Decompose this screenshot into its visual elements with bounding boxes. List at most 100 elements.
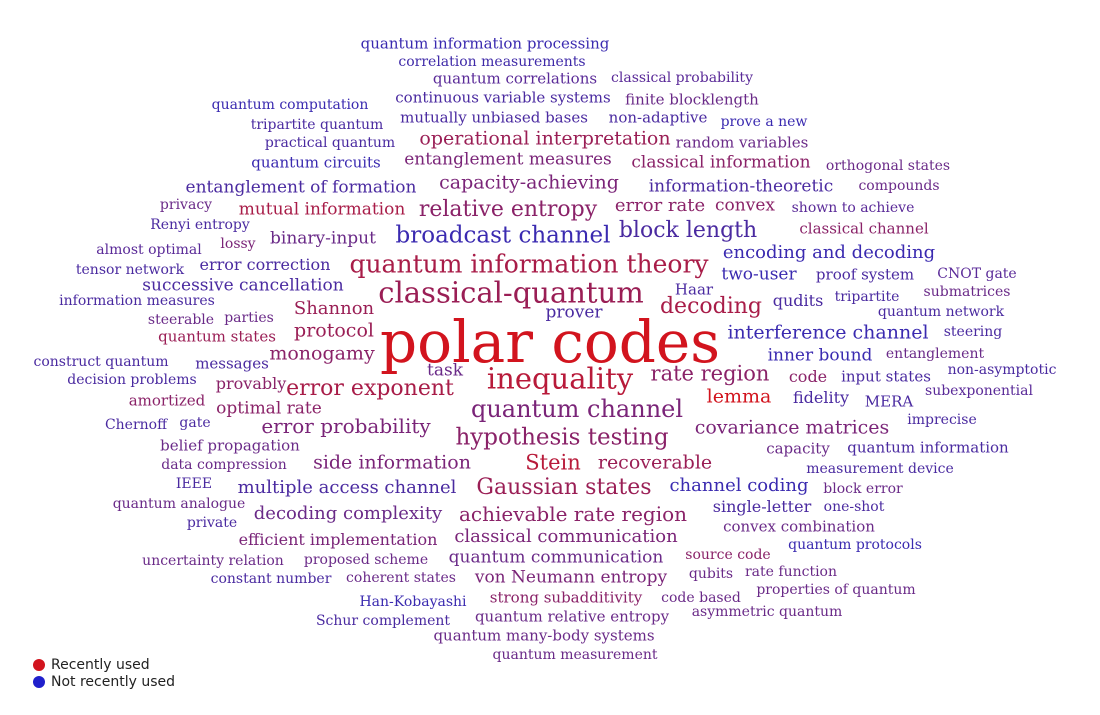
word-properties-of-quantum: properties of quantum xyxy=(756,582,916,598)
word-proof-system: proof system xyxy=(815,265,915,284)
word-inner-bound: inner bound xyxy=(767,345,873,366)
word-chernoff: Chernoff xyxy=(104,417,168,433)
legend-item-recent: Recently used xyxy=(33,656,175,673)
word-constant-number: constant number xyxy=(210,571,332,587)
word-quantum-channel: quantum channel xyxy=(470,395,684,423)
word-polar-codes: polar codes xyxy=(380,308,720,376)
word-side-information: side information xyxy=(313,451,471,474)
word-amortized: amortized xyxy=(128,391,206,410)
word-recoverable: recoverable xyxy=(597,451,713,474)
word-interference-channel: interference channel xyxy=(727,321,929,344)
word-capacity: capacity xyxy=(766,439,830,458)
legend-label-recent: Recently used xyxy=(51,656,150,673)
word-cnot-gate: CNOT gate xyxy=(937,266,1017,282)
word-random-variables: random variables xyxy=(675,133,809,152)
word-hypothesis-testing: hypothesis testing xyxy=(455,424,669,451)
word-entanglement: entanglement xyxy=(885,346,985,362)
word-parties: parties xyxy=(224,310,274,326)
word-provably: provably xyxy=(215,374,287,393)
word-schur-complement: Schur complement xyxy=(315,613,451,629)
blue-dot-icon xyxy=(33,675,45,688)
word-qudits: qudits xyxy=(772,291,824,310)
word-uncertainty-relation: uncertainty relation xyxy=(142,553,284,569)
word-submatrices: submatrices xyxy=(923,284,1011,300)
word-input-states: input states xyxy=(841,367,931,386)
word-error-rate: error rate xyxy=(614,195,706,216)
word-information-theoretic: information-theoretic xyxy=(648,176,834,197)
word-quantum-many-body-systems: quantum many-body systems xyxy=(433,626,655,645)
word-binary-input: binary-input xyxy=(270,228,376,249)
word-qubits: qubits xyxy=(688,566,734,582)
word-quantum-correlations: quantum correlations xyxy=(432,69,598,88)
word-tensor-network: tensor network xyxy=(75,262,185,278)
word-error-probability: error probability xyxy=(261,414,431,438)
word-lemma: lemma xyxy=(706,385,772,408)
word-two-user: two-user xyxy=(721,264,797,285)
word-classical-quantum: classical-quantum xyxy=(378,275,644,310)
word-decision-problems: decision problems xyxy=(67,372,197,388)
word-private: private xyxy=(186,515,238,531)
word-quantum-analogue: quantum analogue xyxy=(112,496,246,512)
word-block-length: block length xyxy=(618,218,758,243)
word-source-code: source code xyxy=(685,547,771,563)
word-one-shot: one-shot xyxy=(823,499,885,515)
word-quantum-relative-entropy: quantum relative entropy xyxy=(474,607,670,626)
word-steerable: steerable xyxy=(147,312,215,328)
word-code-based: code based xyxy=(661,590,741,606)
red-dot-icon xyxy=(33,658,45,671)
word-construct-quantum: construct quantum xyxy=(33,354,169,370)
word-decoding: decoding xyxy=(659,294,763,319)
word-classical-information: classical information xyxy=(631,152,811,173)
word-quantum-measurement: quantum measurement xyxy=(492,647,658,663)
word-shown-to-achieve: shown to achieve xyxy=(791,200,915,216)
word-rate-region: rate region xyxy=(650,361,770,386)
word-relative-entropy: relative entropy xyxy=(418,197,598,222)
word-inequality: inequality xyxy=(486,361,634,396)
word-error-correction: error correction xyxy=(199,255,331,274)
word-channel-coding: channel coding xyxy=(669,475,809,496)
word-mera: MERA xyxy=(864,392,914,411)
word-quantum-network: quantum network xyxy=(877,304,1005,320)
word-efficient-implementation: efficient implementation xyxy=(238,530,438,549)
word-proposed-scheme: proposed scheme xyxy=(303,552,429,568)
word-achievable-rate-region: achievable rate region xyxy=(458,502,688,526)
word-finite-blocklength: finite blocklength xyxy=(625,90,759,109)
word-tripartite: tripartite xyxy=(834,289,900,305)
word-non-adaptive: non-adaptive xyxy=(608,108,708,127)
word-shannon: Shannon xyxy=(293,298,375,319)
word-lossy: lossy xyxy=(220,236,256,252)
word-quantum-computation: quantum computation xyxy=(211,97,369,113)
word-quantum-information-theory: quantum information theory xyxy=(349,249,709,279)
word-almost-optimal: almost optimal xyxy=(96,242,202,258)
word-information-measures: information measures xyxy=(59,293,215,309)
word-classical-channel: classical channel xyxy=(799,219,929,238)
legend: Recently used Not recently used xyxy=(33,656,175,690)
word-prover: prover xyxy=(545,302,603,323)
word-renyi-entropy: Renyi entropy xyxy=(150,217,250,233)
word-decoding-complexity: decoding complexity xyxy=(253,503,443,524)
word-single-letter: single-letter xyxy=(712,497,812,516)
legend-label-not-recent: Not recently used xyxy=(51,673,176,690)
word-convex: convex xyxy=(715,195,775,216)
word-mutual-information: mutual information xyxy=(238,199,406,220)
word-quantum-information: quantum information xyxy=(847,438,1009,457)
word-von-neumann-entropy: von Neumann entropy xyxy=(474,567,668,588)
word-classical-communication: classical communication xyxy=(454,526,678,547)
word-classical-probability: classical probability xyxy=(611,70,753,86)
word-entanglement-measures: entanglement measures xyxy=(404,149,612,170)
word-quantum-states: quantum states xyxy=(158,327,276,346)
word-strong-subadditivity: strong subadditivity xyxy=(489,588,643,607)
word-capacity-achieving: capacity-achieving xyxy=(439,171,619,194)
word-practical-quantum: practical quantum xyxy=(264,135,396,151)
word-optimal-rate: optimal rate xyxy=(216,398,322,419)
word-subexponential: subexponential xyxy=(925,383,1033,399)
word-data-compression: data compression xyxy=(161,457,287,473)
word-covariance-matrices: covariance matrices xyxy=(694,416,890,439)
word-belief-propagation: belief propagation xyxy=(160,436,300,455)
word-quantum-information-processing: quantum information processing xyxy=(360,34,610,53)
word-continuous-variable-systems: continuous variable systems xyxy=(395,88,611,107)
word-haar: Haar xyxy=(674,280,714,299)
word-tripartite-quantum: tripartite quantum xyxy=(250,117,384,133)
word-orthogonal-states: orthogonal states xyxy=(825,158,951,174)
